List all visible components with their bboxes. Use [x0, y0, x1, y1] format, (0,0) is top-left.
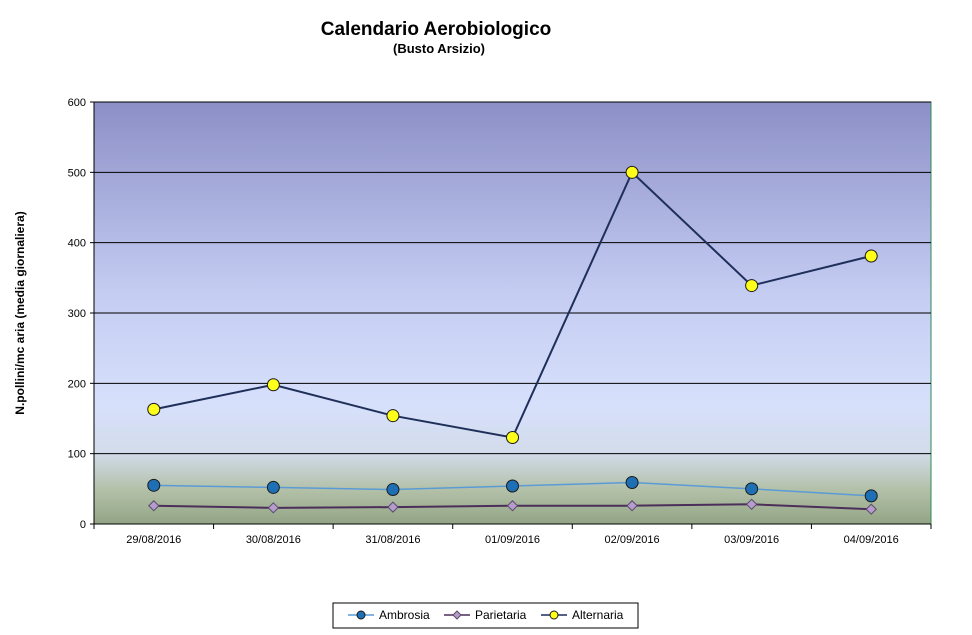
legend-item-alternaria: Alternaria: [541, 608, 624, 622]
legend-box: [332, 602, 639, 629]
legend-marker: [356, 610, 366, 620]
y-tick-label: 0: [80, 519, 86, 531]
data-point: [626, 500, 638, 512]
y-tick-label: 500: [68, 167, 86, 179]
data-point: [625, 476, 639, 490]
legend: Ambrosia Parietaria Alternaria: [332, 602, 639, 629]
legend-marker: [452, 610, 462, 620]
data-point: [147, 478, 161, 492]
x-axis-ticks: 29/08/2016 30/08/2016 31/08/2016 01/09/2016…: [93, 524, 932, 546]
legend-label: Alternaria: [572, 608, 624, 622]
data-point: [745, 279, 759, 293]
y-axis-ticks: 0 100 200 300 400 500 600: [68, 97, 94, 531]
data-point: [745, 498, 758, 511]
data-point: [148, 500, 160, 512]
series-ambrosia: [147, 476, 878, 503]
data-point: [386, 409, 400, 423]
chart-subtitle: (Busto Arsizio): [393, 41, 485, 56]
y-tick-label: 300: [68, 308, 86, 320]
x-tick-label: 29/08/2016: [126, 534, 181, 546]
data-point: [266, 480, 280, 494]
legend-label: Parietaria: [475, 608, 527, 622]
data-point: [147, 402, 161, 416]
data-point: [864, 489, 878, 503]
x-tick-label: 30/08/2016: [246, 534, 301, 546]
legend-item-parietaria: Parietaria: [444, 608, 527, 622]
y-tick-label: 200: [68, 378, 86, 390]
data-point: [506, 479, 519, 493]
data-point: [386, 483, 400, 497]
x-tick-label: 02/09/2016: [605, 534, 660, 546]
chart-title: Calendario Aerobiologico: [321, 19, 552, 40]
legend-label: Ambrosia: [379, 608, 430, 622]
y-axis-label: N.pollini/mc aria (media giornaliera): [13, 211, 27, 414]
x-tick-label: 31/08/2016: [365, 534, 420, 546]
data-point: [387, 501, 399, 513]
data-point: [266, 378, 280, 392]
x-tick-label: 01/09/2016: [485, 534, 540, 546]
series-alternaria: [147, 165, 878, 444]
data-point: [864, 249, 878, 263]
legend-item-ambrosia: Ambrosia: [348, 608, 430, 622]
y-tick-label: 100: [68, 449, 86, 461]
x-tick-label: 04/09/2016: [844, 534, 899, 546]
series-parietaria: [148, 498, 877, 515]
series-layer: [147, 165, 878, 515]
data-point: [865, 503, 877, 515]
gridlines: [94, 101, 931, 455]
y-tick-label: 600: [68, 97, 86, 109]
legend-marker: [549, 610, 559, 620]
data-point: [506, 500, 519, 512]
data-point: [625, 165, 639, 179]
x-tick-label: 03/09/2016: [724, 534, 779, 546]
data-point: [745, 482, 759, 496]
y-tick-label: 400: [68, 238, 86, 250]
data-point: [506, 430, 519, 444]
data-point: [267, 502, 280, 514]
